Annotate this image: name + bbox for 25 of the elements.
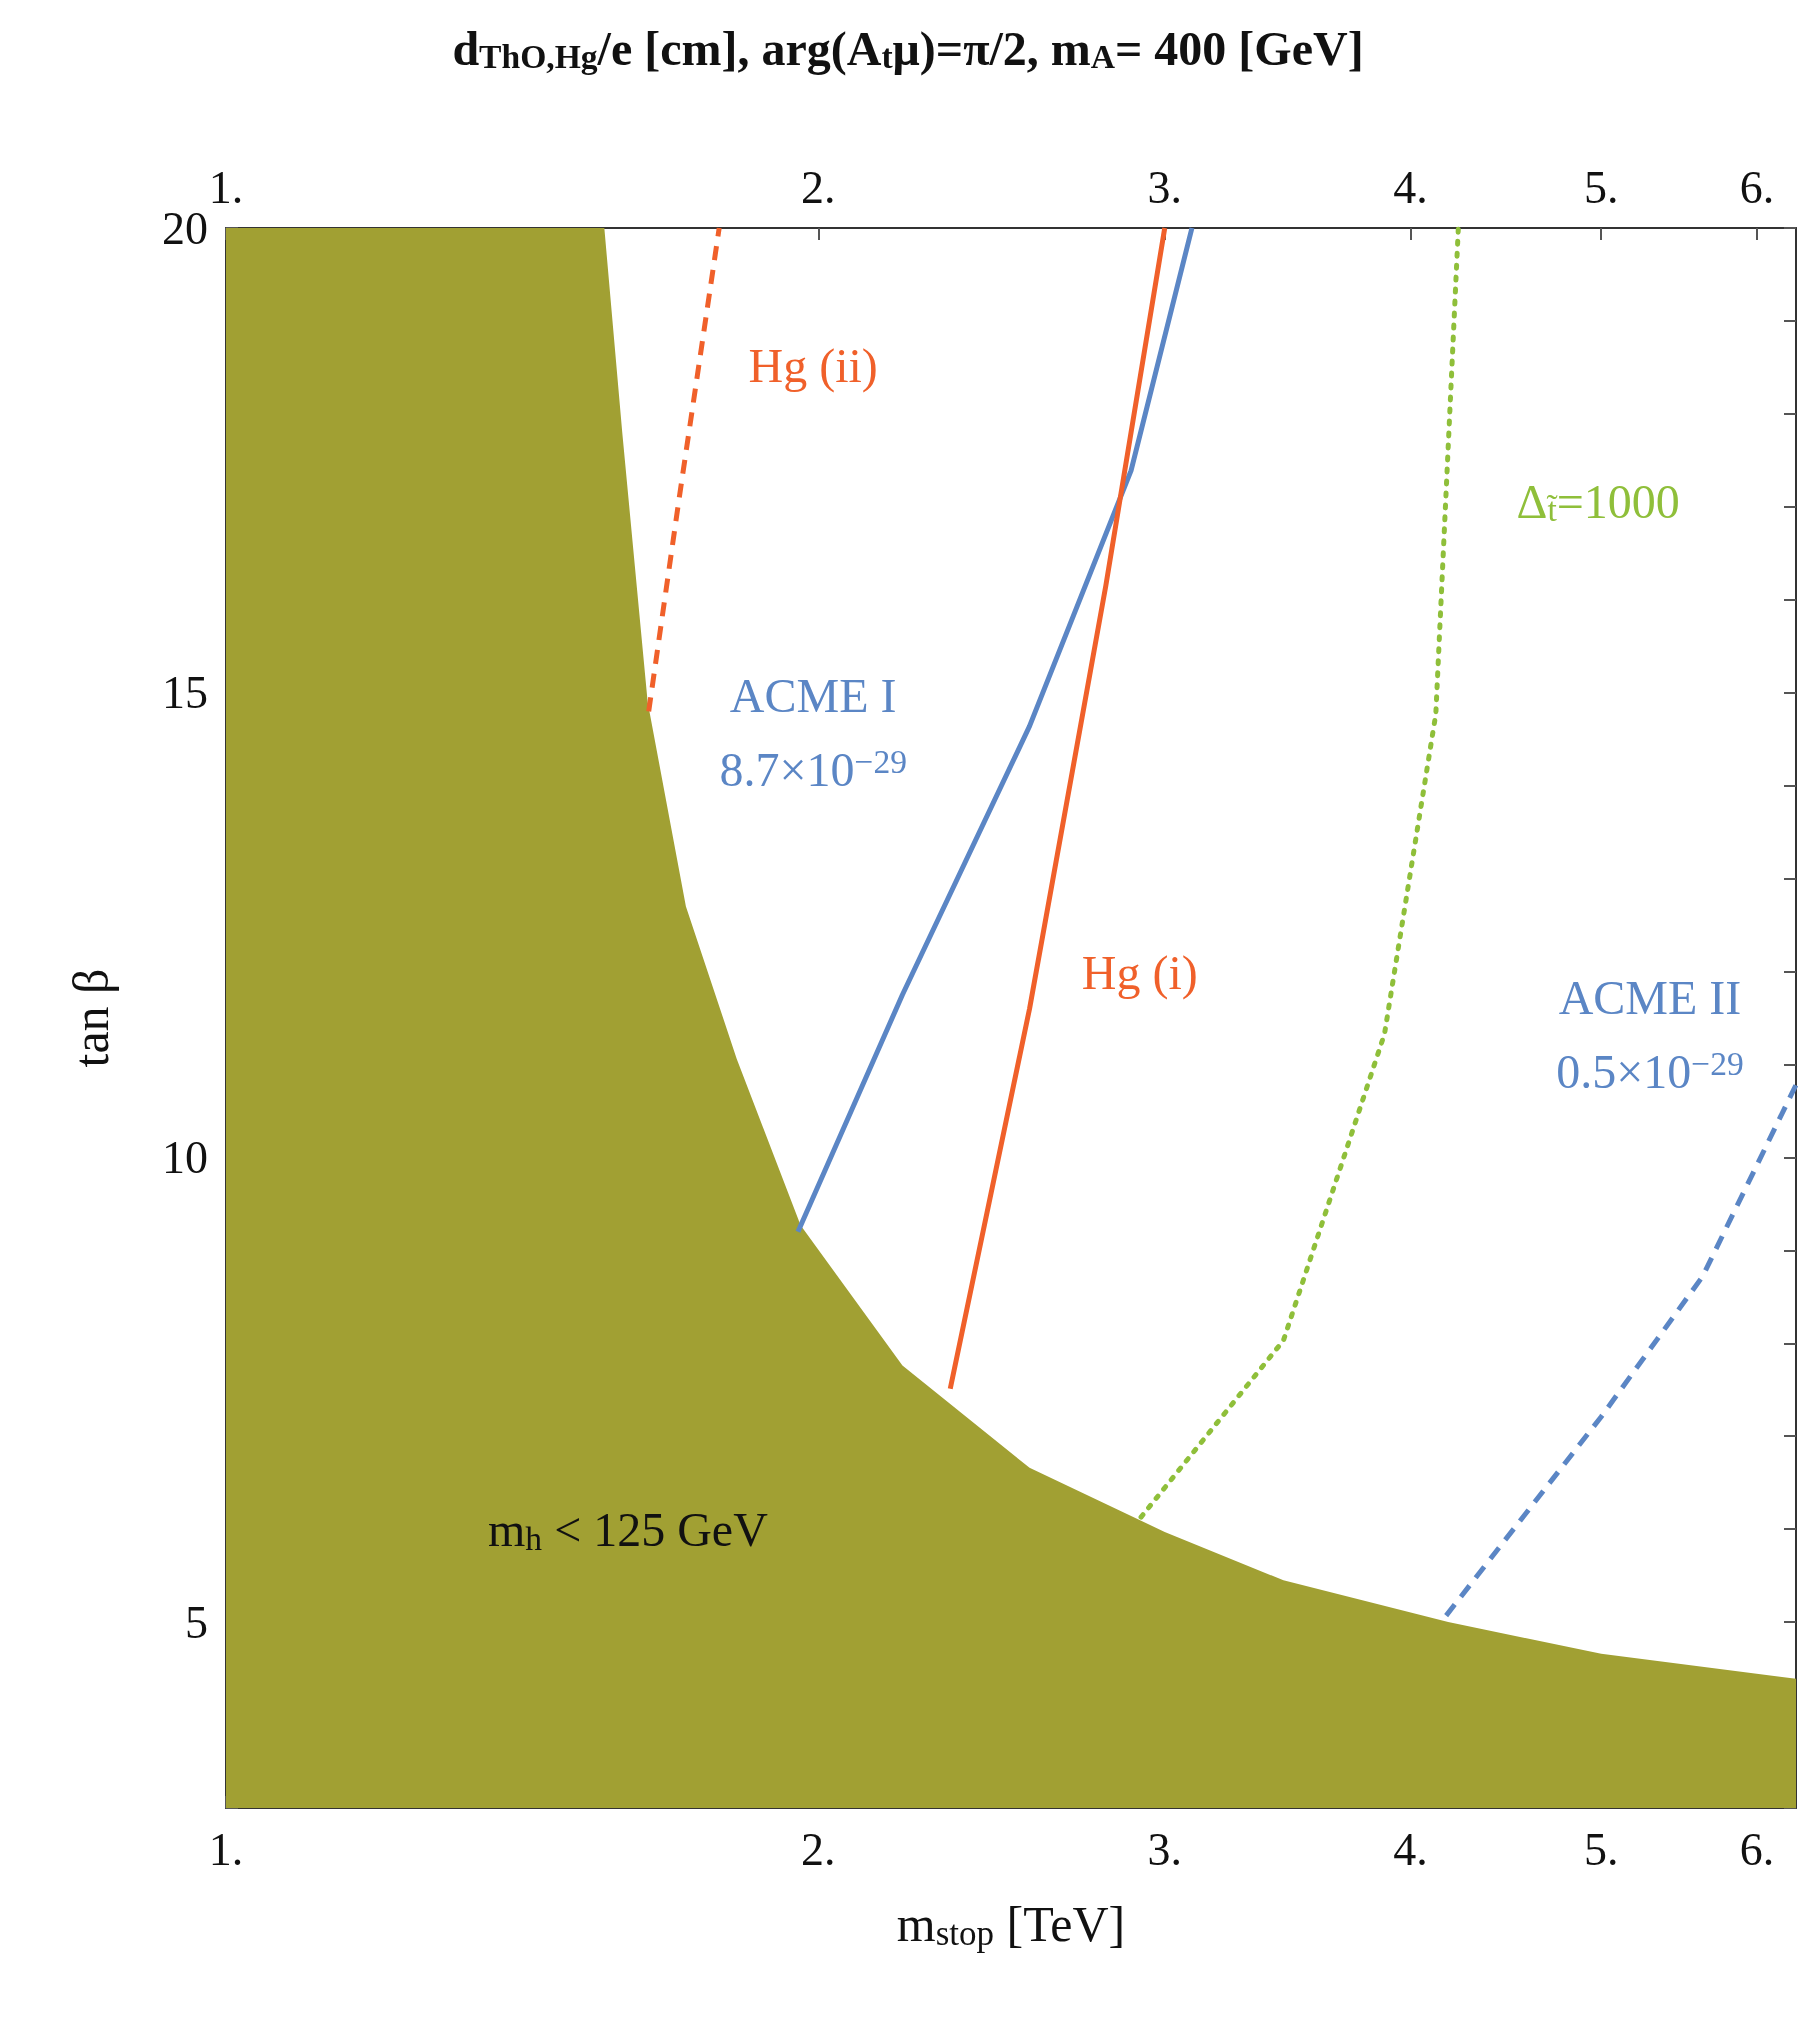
y-tick-label: 15	[162, 667, 208, 719]
annotation: Hg (i)	[1081, 945, 1198, 1000]
annotation: ACME II	[1558, 970, 1742, 1024]
text: 5.	[1583, 161, 1619, 213]
annotation: mh < 125 GeV	[488, 1503, 769, 1557]
x-axis-title: mstop [TeV]	[896, 1896, 1126, 1953]
chart-title: dThO,Hg/e [cm], arg(Atμ)=π/2, mA= 400 [GeV]	[452, 21, 1364, 76]
y-tick-label: 10	[162, 1131, 208, 1183]
x-tick-label: 2.	[801, 1823, 836, 1875]
x-tick-label: 1.	[208, 1823, 244, 1875]
text: 4.	[1393, 161, 1428, 213]
annotation: Hg (ii)	[748, 338, 878, 393]
y-tick-label: 5	[185, 1596, 208, 1648]
x-tick-label: 5.	[1583, 1823, 1619, 1875]
text: 6.	[1739, 161, 1775, 213]
y-axis-title: tan β	[63, 968, 119, 1068]
text: 2.	[801, 161, 836, 213]
text: 1.	[208, 161, 244, 213]
x-tick-label: 6.	[1739, 1823, 1775, 1875]
x-tick-label: 3.	[1147, 1823, 1182, 1875]
y-tick-label: 20	[162, 202, 208, 254]
annotation: Δt̃=1000	[1516, 474, 1680, 529]
x-tick-label: 4.	[1393, 1823, 1428, 1875]
annotation: ACME I	[729, 669, 897, 723]
text: 3.	[1147, 161, 1182, 213]
